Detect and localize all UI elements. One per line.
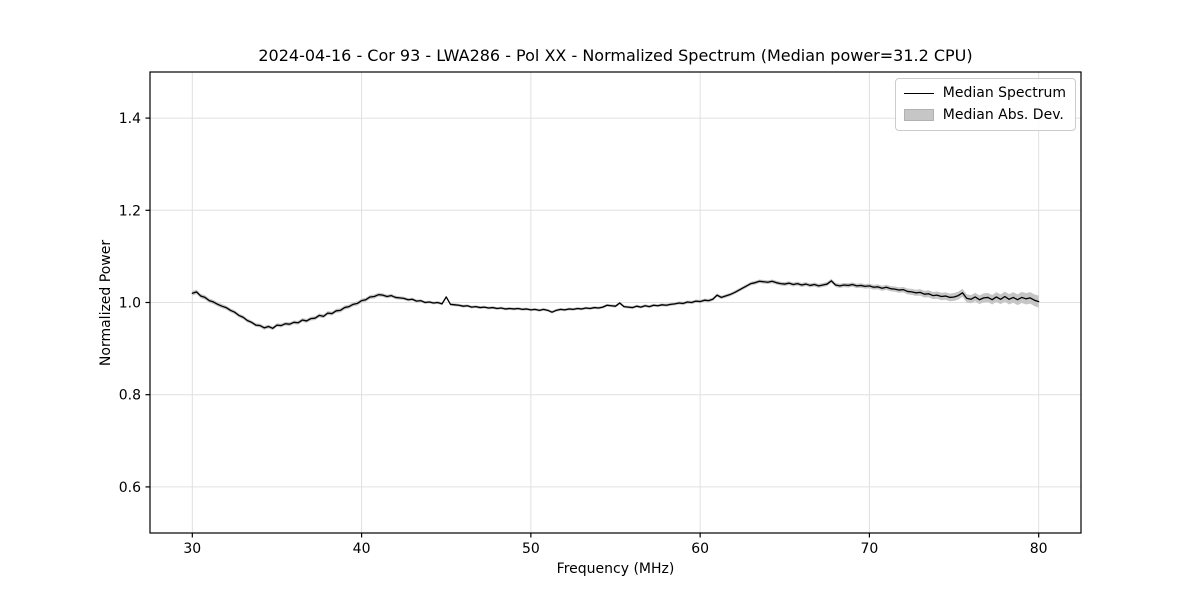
legend-label-median-spectrum: Median Spectrum: [942, 85, 1066, 101]
x-tick-label: 80: [1030, 541, 1048, 557]
x-axis-label: Frequency (MHz): [556, 561, 675, 577]
median-spectrum-line: [191, 280, 1040, 329]
y-tick-label: 0.8: [119, 388, 141, 404]
chart-title: 2024-04-16 - Cor 93 - LWA286 - Pol XX - …: [258, 46, 973, 65]
x-tick-label: 30: [183, 541, 201, 557]
legend-entry-median-spectrum: Median Spectrum: [903, 84, 1066, 102]
legend-box: Median Spectrum Median Abs. Dev.: [894, 78, 1076, 131]
legend-entry-median-abs-dev: Median Abs. Dev.: [903, 106, 1066, 124]
y-tick-label: 1.0: [119, 296, 141, 312]
y-axis-label: Normalized Power: [98, 239, 114, 367]
x-tick-label: 60: [691, 541, 709, 557]
median-abs-dev-band: [192, 278, 1039, 331]
y-tick-label: 1.4: [119, 111, 141, 127]
x-tick-label: 50: [522, 541, 540, 557]
legend-label-median-abs-dev: Median Abs. Dev.: [942, 107, 1064, 123]
legend-line-swatch: [903, 92, 934, 94]
legend-band-swatch: [903, 109, 934, 121]
x-tick-label: 70: [860, 541, 878, 557]
y-tick-label: 0.6: [119, 480, 141, 496]
x-tick-label: 40: [353, 541, 371, 557]
y-tick-label: 1.2: [119, 203, 141, 219]
